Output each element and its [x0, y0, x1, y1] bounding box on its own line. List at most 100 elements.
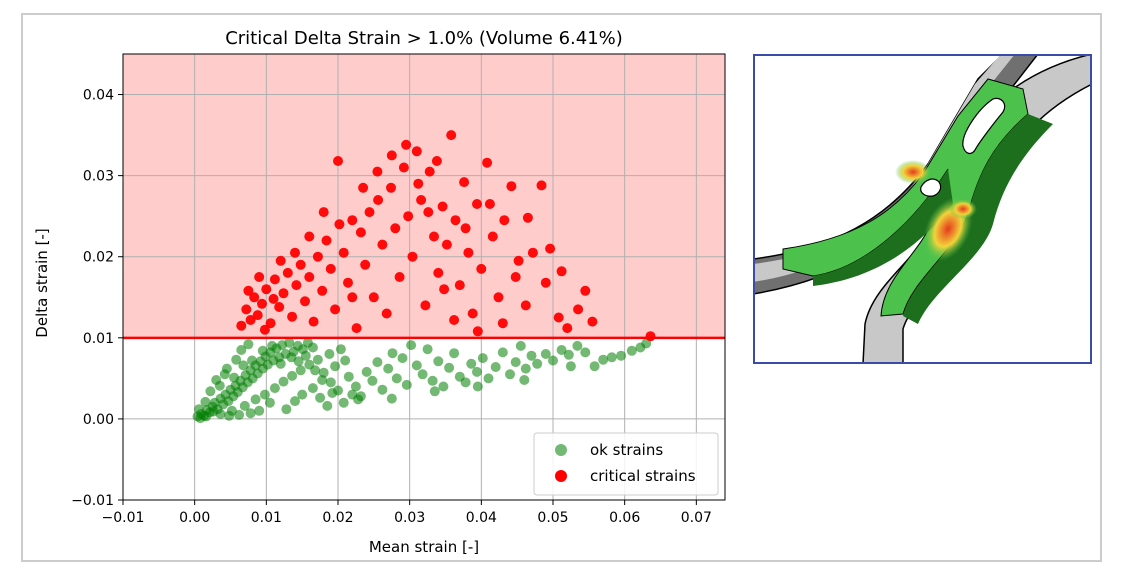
critical-region-background	[123, 54, 725, 338]
critical-strain-point	[439, 284, 450, 295]
ok-strain-point	[264, 397, 275, 408]
ok-strain-point	[214, 380, 225, 391]
ok-strain-point	[438, 381, 449, 392]
critical-strain-point	[347, 215, 358, 226]
ok-strain-point	[580, 347, 591, 358]
ok-strain-point	[427, 375, 438, 386]
ok-strain-point	[229, 372, 240, 383]
critical-strain-point	[401, 139, 412, 150]
critical-strain-point	[254, 272, 265, 282]
critical-strain-point	[446, 130, 457, 141]
critical-strain-point	[351, 323, 362, 334]
ok-strain-point	[317, 375, 328, 385]
ok-strain-point	[297, 389, 308, 400]
x-tick-label: 0.05	[537, 510, 568, 526]
critical-strain-point	[265, 318, 276, 329]
critical-strain-point	[403, 211, 414, 222]
slot-cutout	[962, 97, 1006, 155]
critical-strain-point	[381, 308, 392, 319]
x-tick-label: 0.06	[609, 510, 640, 526]
ok-strain-point	[219, 369, 230, 380]
critical-strain-point	[645, 331, 656, 342]
ok-strain-point	[383, 363, 394, 374]
critical-strain-point	[355, 227, 366, 238]
ok-strain-point	[200, 396, 211, 407]
critical-strain-point	[463, 247, 474, 258]
thumbnail-border	[753, 54, 1092, 364]
ok-strain-point	[310, 365, 321, 376]
ok-strain-point	[343, 371, 354, 382]
critical-strain-point	[536, 180, 547, 191]
ok-strain-point	[322, 400, 333, 411]
ok-strain-point	[239, 400, 250, 411]
ok-strain-point	[397, 353, 408, 364]
x-tick-label: 0.07	[681, 510, 712, 526]
ok-strain-point	[361, 366, 372, 377]
critical-strain-point	[520, 300, 531, 311]
critical-strains-series	[236, 130, 656, 342]
critical-strain-point	[487, 231, 498, 242]
ok-strain-point	[444, 362, 455, 373]
x-tick-label: 0.00	[179, 510, 210, 526]
dark-green-strain-zone-right	[903, 114, 1053, 324]
critical-strain-point	[573, 304, 584, 315]
critical-strain-point	[372, 166, 383, 177]
critical-strain-point	[450, 215, 461, 226]
ok-strain-point	[330, 361, 341, 372]
ok-strain-point	[290, 396, 300, 407]
ok-strain-point	[325, 377, 336, 388]
ok-strain-point	[520, 363, 531, 374]
critical-strain-point	[377, 239, 388, 250]
ok-strain-point	[295, 365, 306, 376]
ok-strain-point	[606, 352, 617, 363]
ok-strain-point	[287, 370, 298, 381]
ok-strain-point	[406, 340, 417, 351]
ok-strain-point	[411, 360, 422, 371]
critical-strain-point	[343, 277, 353, 288]
hotspot-upper-left	[895, 160, 931, 184]
critical-strain-point	[295, 259, 306, 270]
ok-strain-point	[247, 355, 257, 366]
legend: ok strains critical strains	[533, 432, 719, 496]
hotspot-right	[949, 199, 977, 219]
critical-strain-point	[304, 231, 315, 242]
x-axis: −0.01 0.00 0.01 0.02 0.03 0.04 0.05 0.06 0.07	[102, 500, 712, 526]
ok-strain-point	[236, 345, 247, 355]
ok-strain-point	[472, 381, 483, 392]
ok-strain-point	[391, 373, 402, 384]
ok-strain-point	[307, 383, 318, 394]
ok-strain-point	[340, 355, 351, 366]
ok-strain-point	[556, 345, 567, 355]
critical-strain-point	[325, 263, 336, 274]
scatter-chart: −0.01 0.00 0.01 0.02 0.03 0.04 0.05 0.06 0.07 −0…	[33, 28, 726, 556]
ok-strain-point	[490, 362, 501, 372]
legend-critical-label: critical strains	[590, 467, 696, 485]
critical-strain-point	[413, 178, 424, 189]
ok-strain-point	[422, 344, 433, 355]
y-tick-label: 0.00	[83, 412, 114, 428]
critical-strain-point	[441, 239, 452, 250]
ok-strain-point	[208, 406, 219, 417]
critical-strain-point	[373, 195, 384, 205]
critical-strain-point	[282, 267, 293, 278]
critical-strain-point	[476, 263, 487, 274]
ok-strain-point	[284, 337, 295, 348]
ok-strain-point	[377, 384, 388, 395]
critical-strain-point	[587, 316, 598, 327]
ok-strain-point	[548, 355, 558, 366]
ok-strain-point	[433, 356, 444, 367]
ok-strain-point	[234, 409, 245, 420]
critical-strain-point	[513, 255, 524, 266]
critical-strain-point	[360, 259, 371, 270]
critical-strain-point	[510, 272, 521, 282]
critical-strain-point	[236, 320, 247, 331]
critical-strain-point	[460, 223, 471, 234]
critical-strain-point	[318, 207, 329, 218]
critical-strain-point	[497, 318, 508, 329]
ok-strain-point	[254, 405, 265, 416]
ok-strain-point	[194, 404, 204, 415]
critical-strain-point	[334, 219, 345, 230]
critical-strain-point	[368, 292, 379, 303]
legend-critical-marker	[555, 470, 567, 482]
ok-strain-point	[259, 389, 270, 400]
